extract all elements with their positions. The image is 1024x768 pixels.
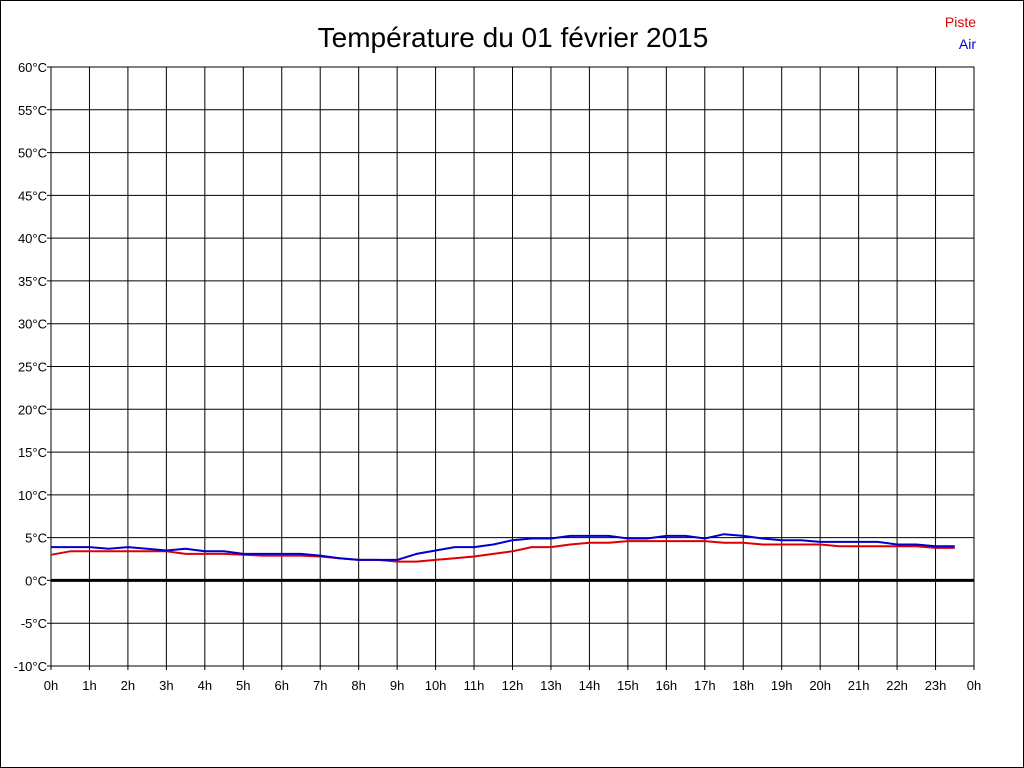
axes: [50, 66, 975, 667]
y-tick-label: 30°C: [18, 317, 47, 332]
y-tick-label: 0°C: [25, 573, 47, 588]
legend-entry-air: Air: [959, 36, 976, 52]
y-tick-label: 25°C: [18, 360, 47, 375]
chart-title: Température du 01 février 2015: [318, 22, 709, 53]
y-tick-label: 5°C: [25, 531, 47, 546]
x-tick-label: 1h: [82, 678, 96, 693]
y-tick-label: -10°C: [14, 659, 47, 674]
legend: Piste Air: [945, 14, 976, 52]
y-tick-label: 55°C: [18, 103, 47, 118]
x-tick-label: 11h: [464, 678, 485, 693]
x-tick-label: 6h: [275, 678, 289, 693]
y-tick-label: 50°C: [18, 146, 47, 161]
x-tick-label: 15h: [617, 678, 639, 693]
legend-entry-piste: Piste: [945, 14, 976, 30]
series-line-air: [51, 533, 955, 561]
x-tick-label: 17h: [694, 678, 716, 693]
x-tick-label: 3h: [159, 678, 173, 693]
y-tick-label: 20°C: [18, 402, 47, 417]
x-tick-label: 14h: [579, 678, 601, 693]
series-line-piste: [50, 540, 955, 563]
x-tick-label: 23h: [925, 678, 947, 693]
y-tick-label: 10°C: [18, 488, 47, 503]
plot-border: [50, 66, 975, 667]
x-tick-label: 8h: [351, 678, 365, 693]
x-tick-label: 4h: [198, 678, 212, 693]
y-tick-label: 45°C: [18, 188, 47, 203]
x-tick-label: 9h: [390, 678, 404, 693]
x-tick-label: 16h: [655, 678, 677, 693]
x-tick-label: 0h: [44, 678, 58, 693]
grid: [47, 66, 975, 670]
x-tick-label: 22h: [886, 678, 908, 693]
y-tick-label: -5°C: [21, 616, 47, 631]
x-tick-label: 2h: [121, 678, 135, 693]
x-tick-label: 13h: [540, 678, 562, 693]
y-tick-label: 35°C: [18, 274, 47, 289]
x-tick-label: 18h: [732, 678, 754, 693]
y-tick-label: 15°C: [18, 445, 47, 460]
x-tick-label: 19h: [771, 678, 793, 693]
series-lines: [50, 533, 955, 563]
x-tick-label: 10h: [425, 678, 447, 693]
y-tick-labels: -10°C -5°C 0°C 5°C 10°C 15°C 20°C 25°C 30°C 35°C 4…: [14, 60, 47, 674]
x-tick-label: 12h: [502, 678, 524, 693]
x-tick-label: 20h: [809, 678, 831, 693]
y-tick-label: 40°C: [18, 231, 47, 246]
x-tick-labels: 0h 1h 2h 3h 4h 5h 6h 7h 8h 9h 10h 11h 12h 13h 14h 15h 16…: [44, 678, 981, 693]
x-tick-label: 7h: [313, 678, 327, 693]
x-tick-label: 0h: [967, 678, 981, 693]
x-tick-label: 5h: [236, 678, 250, 693]
y-tick-label: 60°C: [18, 60, 47, 75]
x-tick-label: 21h: [848, 678, 870, 693]
